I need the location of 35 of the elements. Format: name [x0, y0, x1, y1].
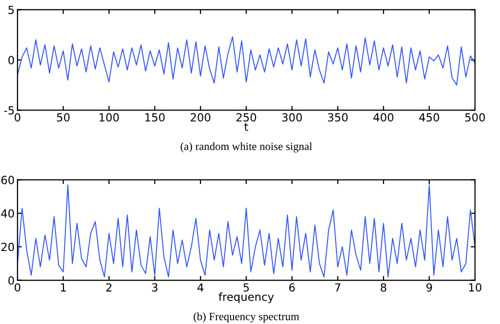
x-tick-label: 300 — [282, 113, 302, 122]
x-tick-label: 6 — [289, 283, 295, 292]
x-tick-label: 8 — [380, 283, 386, 292]
y-tick-label: 0 — [8, 276, 14, 285]
text: (b) Frequency spectrum — [194, 312, 300, 323]
x-tick-label: 10 — [469, 283, 482, 292]
x-tick-label: 5 — [244, 283, 249, 292]
y-tick-label: 5 — [8, 6, 14, 14]
x-tick-label: 4 — [198, 283, 204, 292]
x-axis-title: frequency — [218, 292, 274, 304]
x-tick-label: 400 — [373, 113, 394, 122]
x-axis-title: t — [244, 122, 248, 131]
x-tick-label: 150 — [145, 113, 165, 122]
x-tick-label: 350 — [328, 113, 348, 122]
x-tick-label: 7 — [335, 283, 340, 292]
x-tick-label: 9 — [426, 283, 432, 292]
x-tick-label: 450 — [419, 113, 440, 122]
line-series — [18, 36, 475, 86]
y-tick-label: -5 — [4, 106, 14, 115]
x-tick-label: 0 — [14, 283, 20, 292]
y-tick-label: 20 — [1, 242, 14, 252]
text: (a) random white noise signal — [180, 142, 312, 152]
x-tick-label: 1 — [60, 283, 66, 292]
x-tick-label: 100 — [100, 113, 119, 122]
x-tick-label: 200 — [190, 113, 210, 122]
y-tick-label: 0 — [8, 56, 14, 64]
y-tick-label: 60 — [1, 176, 14, 184]
x-tick-label: 2 — [106, 283, 112, 292]
x-tick-label: 500 — [465, 113, 485, 122]
x-tick-label: 250 — [236, 113, 256, 122]
x-tick-label: 0 — [14, 113, 20, 122]
line-series — [18, 184, 475, 278]
x-tick-label: 50 — [57, 113, 70, 122]
x-tick-label: 3 — [152, 283, 158, 292]
y-tick-label: 40 — [1, 209, 14, 218]
